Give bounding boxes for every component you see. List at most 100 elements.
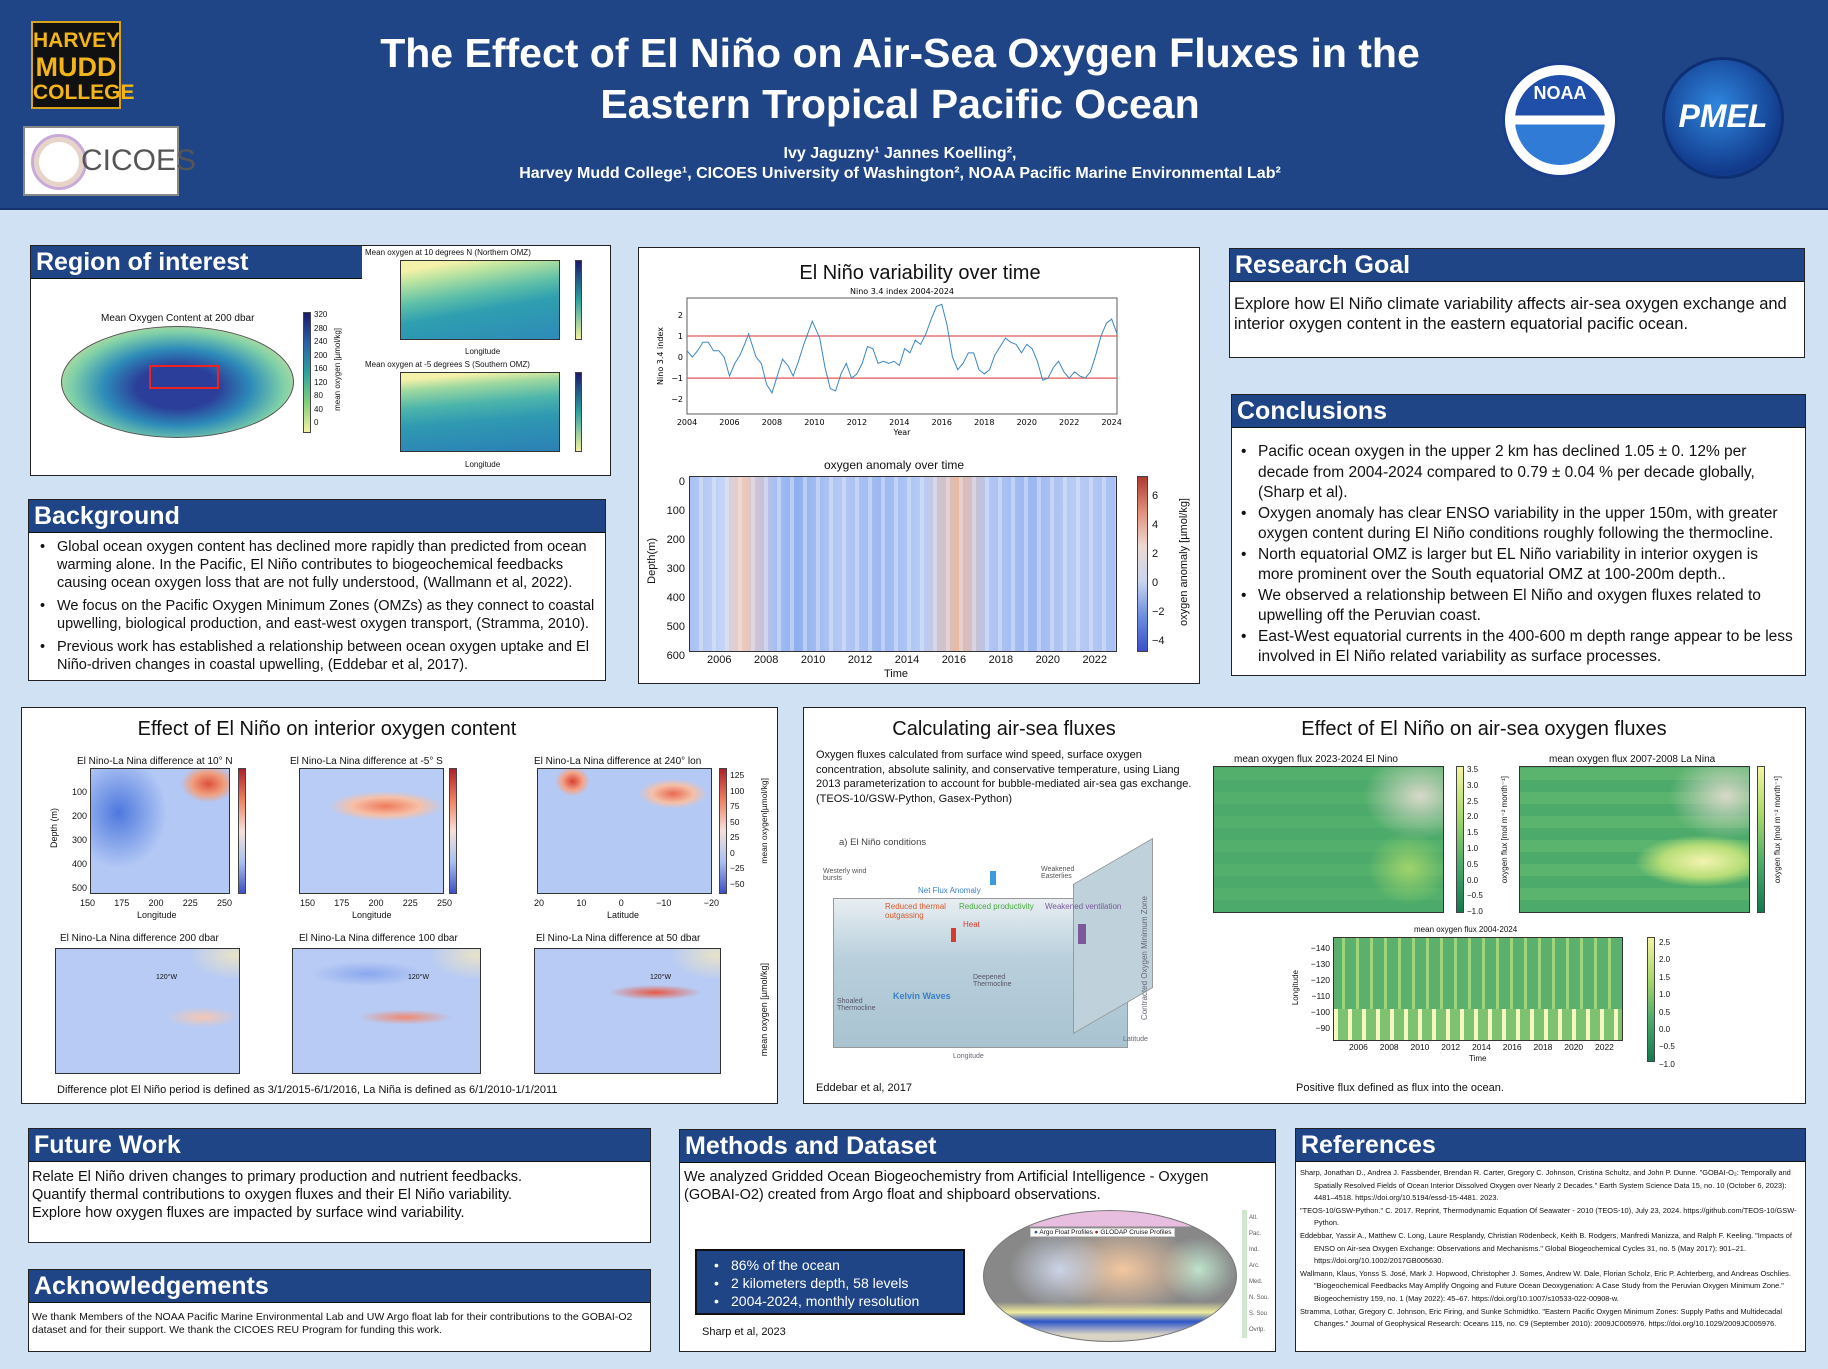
list-item: Relate El Niño driven changes to primary…	[32, 1169, 523, 1185]
tick: 2.0	[1467, 812, 1479, 822]
tick: 0	[730, 847, 735, 858]
x-tick-label: 2020	[1017, 418, 1037, 427]
variability-panel: El Niño variability over time Nino 3.4 i…	[638, 247, 1200, 684]
x-axis-label: Year	[893, 428, 912, 437]
tick: 2012	[1441, 1042, 1461, 1052]
future-work-panel: Future Work Relate El Niño driven change…	[28, 1128, 651, 1243]
north-section-heatmap	[400, 260, 560, 340]
tick: 200	[148, 898, 164, 908]
colorbar-label: oxygen flux [mol m⁻² month⁻¹]	[1500, 776, 1509, 884]
references-panel: References Sharp, Jonathan D., Andrea J.…	[1295, 1128, 1806, 1352]
y-axis-label: Nino 3.4 index	[656, 327, 665, 385]
map-label: 120°W	[156, 974, 178, 981]
tick: 75	[730, 801, 740, 811]
oxygen-arrow-icon	[990, 871, 996, 885]
colorbar-label: oxygen anomaly [µmol/kg]	[1178, 498, 1190, 627]
oxygen-anomaly-heatmap	[689, 476, 1117, 652]
plot-title: El Nino-La Nina difference at 240° lon	[534, 756, 702, 767]
legend-dot-icon: ●	[1034, 1229, 1038, 1236]
research-goal-panel: Research Goal Explore how El Niño climat…	[1229, 248, 1805, 358]
reference-item: "TEOS-10/GSW-Python." C. 2017. Reprint, …	[1300, 1205, 1797, 1228]
legend-item: S. Sou	[1249, 1311, 1268, 1317]
logo-text: NOAA	[1533, 83, 1587, 103]
tick: 0.0	[1467, 875, 1479, 885]
tick: 300	[666, 563, 685, 575]
nino-index-chart: Nino 3.4 index 2004-2024 2004 2006 2008 2010…	[656, 287, 1122, 437]
background-list: Global ocean oxygen content has declined…	[29, 533, 605, 679]
world-oxygen-map	[61, 326, 294, 438]
figure-caption: Positive flux defined as flux into the o…	[1296, 1082, 1504, 1094]
plot-title: El Nino-La Nina difference at -5° S	[290, 756, 443, 767]
section-heading: Effect of El Niño on air-sea oxygen flux…	[1301, 718, 1667, 740]
map-label: 120°W	[408, 974, 430, 981]
anomaly-yticks: 0 100 200 300 400 500 600	[663, 468, 685, 671]
tick: 2020	[1564, 1042, 1584, 1052]
x-tick-label: 2004	[677, 418, 697, 427]
tick: 2014	[1472, 1042, 1491, 1052]
tick: 150	[80, 898, 96, 908]
interior-oxygen-panel: Effect of El Niño on interior oxygen con…	[21, 707, 778, 1104]
x-tick-label: 2008	[762, 418, 782, 427]
tick: 2016	[941, 654, 967, 666]
tick: 2010	[800, 654, 826, 666]
cicoes-logo: CICOES	[23, 126, 196, 196]
diagram-term: Reduced productivity	[959, 902, 1034, 911]
citation: Eddebar et al, 2017	[816, 1082, 913, 1094]
tick: 20	[534, 898, 545, 908]
tick: 2022	[1595, 1042, 1614, 1052]
diagram-term: Contracted Oxygen Minimum Zone	[1140, 896, 1149, 1021]
diagram-label: a) El Niño conditions	[839, 837, 927, 848]
colorbar-ticks: 3.5 3.0 2.5 2.0 1.5 1.0 0.5 0.0 −0.5 −1.0	[1467, 762, 1483, 920]
colorbar	[575, 260, 582, 340]
south-section-heatmap	[400, 372, 560, 452]
colorbar	[719, 768, 727, 894]
logo-text: MUDD	[35, 52, 117, 82]
difference-map-50dbar: 120°W	[534, 948, 721, 1074]
flux-map-el-nino	[1213, 766, 1444, 913]
chart-title: Nino 3.4 index 2004-2024	[850, 287, 954, 296]
acknowledgements-text: We thank Members of the NOAA Pacific Mar…	[32, 1311, 633, 1336]
legend-item: Ind.	[1249, 1247, 1260, 1253]
tick: −1.0	[1467, 907, 1483, 917]
tick: 2018	[1533, 1042, 1553, 1052]
y-tick-label: 2	[678, 311, 683, 320]
y-tick-label: 1	[678, 332, 683, 341]
colorbar	[1757, 766, 1765, 913]
list-item: We focus on the Pacific Oxygen Minimum Z…	[37, 597, 597, 633]
section-heading: References	[1296, 1129, 1805, 1162]
tick: 1.0	[1467, 843, 1479, 853]
noaa-logo: NOAA	[1502, 62, 1618, 178]
tick: 175	[114, 898, 130, 908]
colorbar	[1647, 937, 1655, 1062]
affiliations: Harvey Mudd College¹, CICOES University …	[519, 165, 1281, 182]
tick: −50	[730, 878, 745, 889]
authors: Ivy Jaguzny¹ Jannes Koelling²,	[783, 145, 1017, 162]
tick: −2	[1152, 606, 1165, 618]
tick: 125	[730, 770, 745, 780]
tick: 200	[314, 350, 328, 360]
tick: 2022	[1082, 654, 1107, 666]
x-tick-label: 2018	[974, 418, 994, 427]
legend-item: Atl.	[1249, 1215, 1258, 1221]
axis-label: Longitude	[1291, 970, 1300, 1006]
colorbar-ticks: 2.5 2.0 1.5 1.0 0.5 0.0 −0.5 −1.0	[1659, 934, 1675, 1073]
interior-xticks: 150 175 200 225 250	[80, 898, 232, 908]
colorbar-ticks: 320 280 240 200 160 120 80 40 0	[314, 308, 327, 430]
hov-yticks: −140 −130 −120 −110 −100 −90	[1304, 940, 1330, 1036]
el-nino-conditions-diagram: Westerly wind bursts Net Flux Anomaly Re…	[823, 837, 1179, 1076]
tick: 2020	[1035, 654, 1061, 666]
plot-title: mean oxygen flux 2007-2008 La Nina	[1549, 754, 1716, 765]
list-item: East-West equatorial currents in the 400…	[1238, 627, 1797, 668]
logo-text: PMEL	[1678, 98, 1768, 134]
logo-text: COLLEGE	[33, 81, 135, 104]
tick: 40	[314, 404, 323, 414]
tick: 2.5	[1659, 938, 1671, 947]
tick: 250	[216, 898, 232, 908]
tick: −20	[703, 898, 719, 908]
acknowledgements-panel: Acknowledgements We thank Members of the…	[28, 1269, 651, 1352]
eastern-pacific-box	[149, 365, 219, 389]
axis-label: Depth(m)	[646, 538, 658, 584]
list-item: Explore how oxygen fluxes are impacted b…	[32, 1205, 465, 1221]
tick: −90	[1315, 1023, 1330, 1033]
tick: −130	[1310, 959, 1330, 969]
